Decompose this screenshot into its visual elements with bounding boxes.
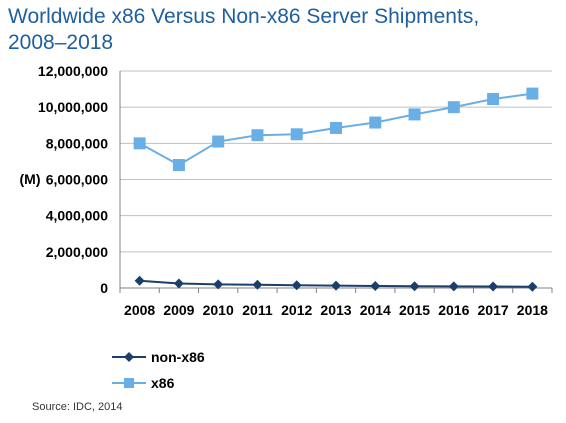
x-tick-label: 2015	[399, 302, 430, 318]
data-point-non-x86	[213, 279, 224, 290]
y-tick-label: 2,000,000	[46, 244, 108, 260]
data-point-non-x86	[291, 280, 302, 291]
data-point-non-x86	[134, 275, 145, 286]
grid-lines	[120, 70, 552, 253]
data-point-non-x86	[331, 280, 341, 291]
legend-item-x86: x86	[112, 375, 175, 391]
data-point-x86	[330, 121, 342, 134]
y-tick-labels: 0 2,000,000 4,000,000 6,000,000 8,000,000 10,…	[38, 63, 108, 296]
y-tick-label: 0	[100, 280, 108, 296]
y-tick-label: 4,000,000	[46, 208, 108, 224]
legend-label: x86	[151, 375, 175, 391]
series-x86	[133, 87, 539, 172]
data-point-x86	[212, 135, 225, 148]
x-tick-label: 2017	[478, 302, 509, 318]
data-point-non-x86	[448, 281, 459, 292]
data-point-non-x86	[173, 278, 184, 289]
chart-title-line-1: Worldwide x86 Versus Non-x86 Server Ship…	[8, 5, 480, 28]
y-tick-label: 6,000,000	[46, 172, 108, 188]
data-point-non-x86	[527, 281, 538, 292]
y-tick-label: 8,000,000	[46, 135, 108, 151]
series-non-x86	[134, 275, 538, 292]
chart-title: Worldwide x86 Versus Non-x86 Server Ship…	[8, 4, 558, 56]
data-point-x86	[526, 87, 539, 100]
legend-item-non-x86: non-x86	[112, 349, 205, 365]
data-point-x86	[487, 93, 500, 106]
x-tick-label: 2018	[517, 302, 548, 318]
data-point-x86	[172, 159, 185, 172]
x-tick-label: 2011	[242, 302, 273, 318]
x-tick-labels: 2008 2009 2010 2011 2012 2013 2014 2015 2016 2017…	[119, 288, 553, 318]
y-tick-label: 10,000,000	[38, 99, 108, 115]
data-point-x86	[447, 101, 460, 114]
data-point-non-x86	[370, 281, 381, 292]
x-tick-label: 2013	[320, 302, 351, 318]
data-point-x86	[290, 128, 303, 141]
data-point-x86	[408, 108, 421, 121]
series-group	[133, 87, 539, 292]
x-tick-label: 2009	[163, 302, 194, 318]
chart-title-line-2: 2008–2018	[8, 31, 114, 54]
data-point-x86	[251, 129, 264, 142]
y-axis-label: (M)	[20, 171, 41, 187]
legend-marker	[124, 378, 134, 388]
data-point-non-x86	[488, 281, 499, 292]
data-point-x86	[369, 116, 382, 129]
x-tick-label: 2014	[360, 302, 391, 318]
x-tick-label: 2010	[203, 302, 234, 318]
source-note: Source: IDC, 2014	[32, 401, 123, 413]
y-tick-label: 12,000,000	[38, 63, 108, 79]
legend: non-x86 x86	[112, 349, 205, 391]
x-tick-label: 2016	[438, 302, 469, 318]
x-tick-label: 2008	[124, 302, 155, 318]
legend-marker	[124, 352, 134, 362]
legend-label: non-x86	[151, 349, 205, 365]
data-point-x86	[133, 137, 146, 150]
x-tick-label: 2012	[281, 302, 312, 318]
data-point-non-x86	[409, 281, 420, 292]
data-point-non-x86	[252, 279, 263, 290]
